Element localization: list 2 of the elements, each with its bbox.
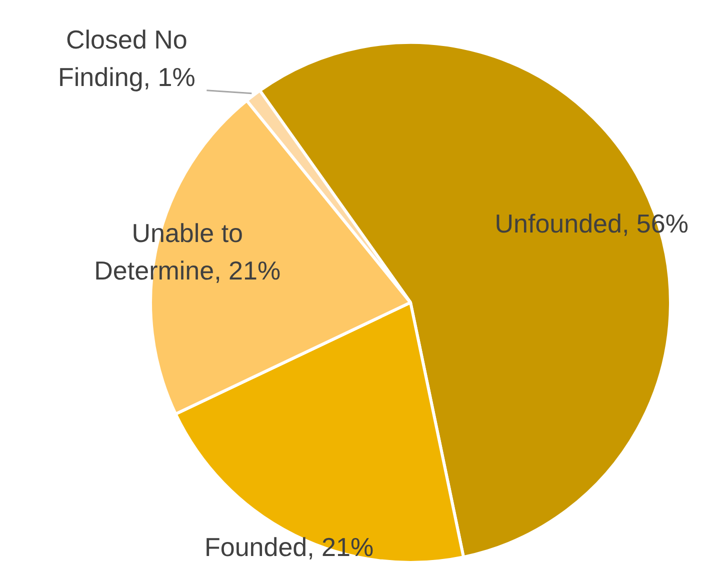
slice-label: Founded, 21% bbox=[204, 532, 374, 562]
slice-label: Closed No Finding, 1% bbox=[58, 24, 196, 92]
